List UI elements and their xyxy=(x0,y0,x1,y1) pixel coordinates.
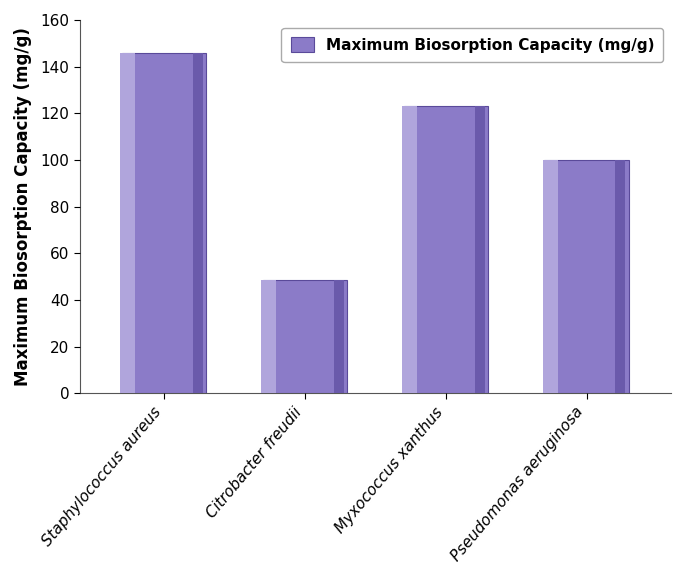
Bar xyxy=(120,53,136,393)
Bar xyxy=(261,280,276,393)
Bar xyxy=(475,106,485,393)
Bar xyxy=(122,53,206,393)
Bar xyxy=(545,160,629,393)
Bar xyxy=(263,280,347,393)
Bar xyxy=(193,53,203,393)
Bar xyxy=(403,106,488,393)
Legend: Maximum Biosorption Capacity (mg/g): Maximum Biosorption Capacity (mg/g) xyxy=(282,28,664,62)
Y-axis label: Maximum Biosorption Capacity (mg/g): Maximum Biosorption Capacity (mg/g) xyxy=(14,27,32,386)
Bar xyxy=(334,280,344,393)
Bar xyxy=(615,160,625,393)
Bar xyxy=(402,106,417,393)
Bar xyxy=(543,160,558,393)
